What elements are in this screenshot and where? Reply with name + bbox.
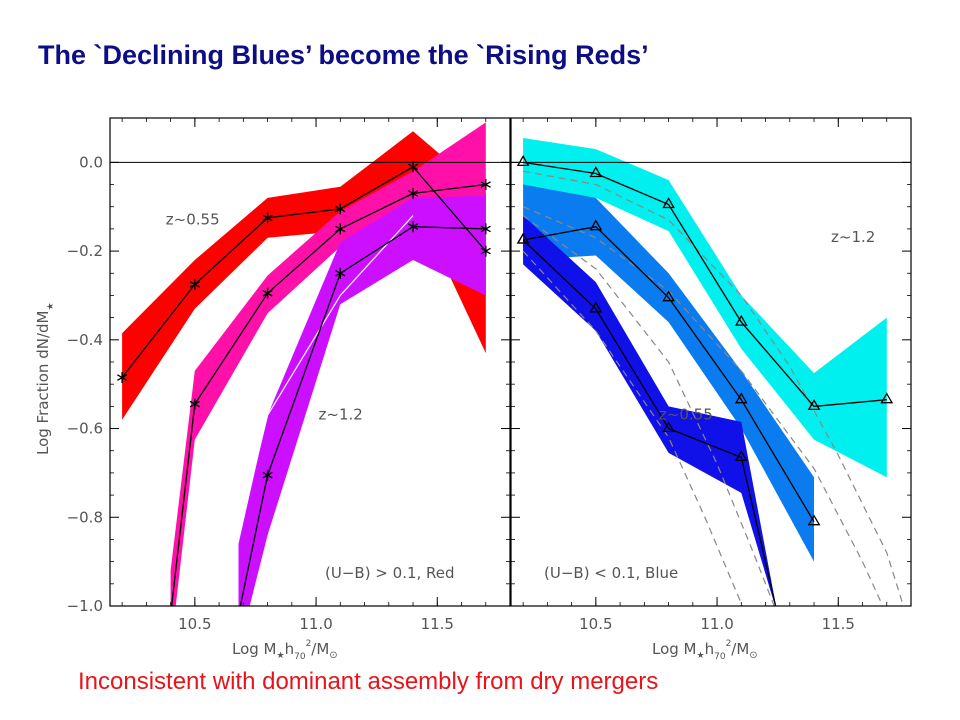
panel-label: (U−B) > 0.1, Red: [325, 564, 455, 582]
data-point-triangle: [807, 514, 821, 526]
data-point-triangle: [589, 301, 603, 313]
data-point-triangle: [880, 392, 894, 404]
data-point-asterisk: [407, 161, 419, 173]
y-tick-label: −0.2: [67, 242, 103, 260]
slide-title: The `Declining Blues’ become the `Rising…: [38, 40, 649, 70]
red-sequence-panel: z~0.55 z~1.2 10.5 11.0 11.5 0.0 −0.2 −0.4 −0.6 −…: [67, 117, 511, 633]
y-tick-label: −1.0: [67, 597, 103, 615]
blue-cloud-panel: z~1.2 z~0.55 10.5 11.0 11.5 (U−B) < 0.1, Bl…: [510, 117, 912, 633]
y-tick-label: −0.6: [67, 420, 103, 438]
data-point-triangle: [662, 290, 675, 302]
data-point-triangle: [589, 219, 603, 231]
series-line: [523, 161, 887, 408]
error-band: [170, 122, 486, 606]
panel-label: (U−B) < 0.1, Blue: [544, 564, 678, 582]
y-axis-label: Log Fraction dN/dM★: [34, 302, 56, 455]
model-curve: [522, 170, 905, 606]
x-tick-label: 11.5: [822, 615, 855, 633]
data-point-asterisk: [480, 179, 491, 190]
data-point-triangle: [807, 399, 821, 411]
data-point-asterisk: [189, 398, 200, 410]
data-point-asterisk: [189, 278, 200, 290]
x-tick-label: 10.5: [579, 615, 612, 633]
data-point-asterisk: [262, 212, 273, 224]
data-point-triangle: [516, 155, 530, 167]
data-point-triangle: [662, 421, 675, 433]
model-curve: [522, 215, 775, 606]
x-tick-label: 10.5: [178, 615, 211, 633]
redshift-label: z~0.55: [659, 406, 713, 424]
error-band: [238, 195, 486, 606]
redshift-label: z~1.2: [319, 406, 363, 424]
data-point-triangle: [734, 450, 748, 462]
error-band: [523, 215, 777, 606]
data-point-triangle: [516, 232, 530, 244]
error-band: [523, 138, 887, 478]
x-axis-label-right: Log M★h702/M⊙: [652, 639, 758, 662]
series-line: [522, 226, 815, 523]
figure: z~0.55 z~1.2 10.5 11.0 11.5 0.0 −0.2 −0.4 −0.6 −…: [34, 117, 912, 662]
model-curve: [522, 206, 884, 606]
data-point-asterisk: [262, 287, 273, 299]
x-axis-label-left: Log M★h702/M⊙: [232, 639, 338, 662]
data-point-triangle: [734, 392, 748, 404]
x-tick-label: 11.0: [299, 615, 332, 633]
x-tick-label: 11.5: [421, 615, 454, 633]
x-tick-label: 11.0: [700, 615, 733, 633]
series-line: [121, 165, 487, 378]
data-point-triangle: [662, 197, 675, 209]
model-curve: [522, 250, 744, 606]
error-band: [523, 184, 814, 562]
series-line: [522, 239, 777, 606]
series-line: [170, 183, 486, 606]
y-tick-label: −0.4: [67, 331, 103, 349]
data-point-asterisk: [480, 223, 491, 235]
data-point-asterisk: [335, 203, 346, 215]
y-tick-label: −0.8: [67, 508, 103, 526]
slide-caption: Inconsistent with dominant assembly from…: [78, 668, 659, 695]
redshift-label: z~1.2: [831, 228, 875, 246]
data-point-asterisk: [117, 372, 128, 383]
data-point-asterisk: [262, 469, 273, 481]
data-point-asterisk: [407, 221, 419, 233]
data-point-asterisk: [335, 267, 346, 279]
data-point-triangle: [734, 314, 748, 326]
data-point-asterisk: [335, 223, 346, 235]
data-point-asterisk: [480, 245, 491, 257]
redshift-label: z~0.55: [166, 211, 220, 229]
data-point-triangle: [589, 166, 603, 178]
y-tick-label: 0.0: [79, 153, 103, 171]
data-point-asterisk: [407, 187, 419, 199]
model-curve: [220, 215, 414, 606]
